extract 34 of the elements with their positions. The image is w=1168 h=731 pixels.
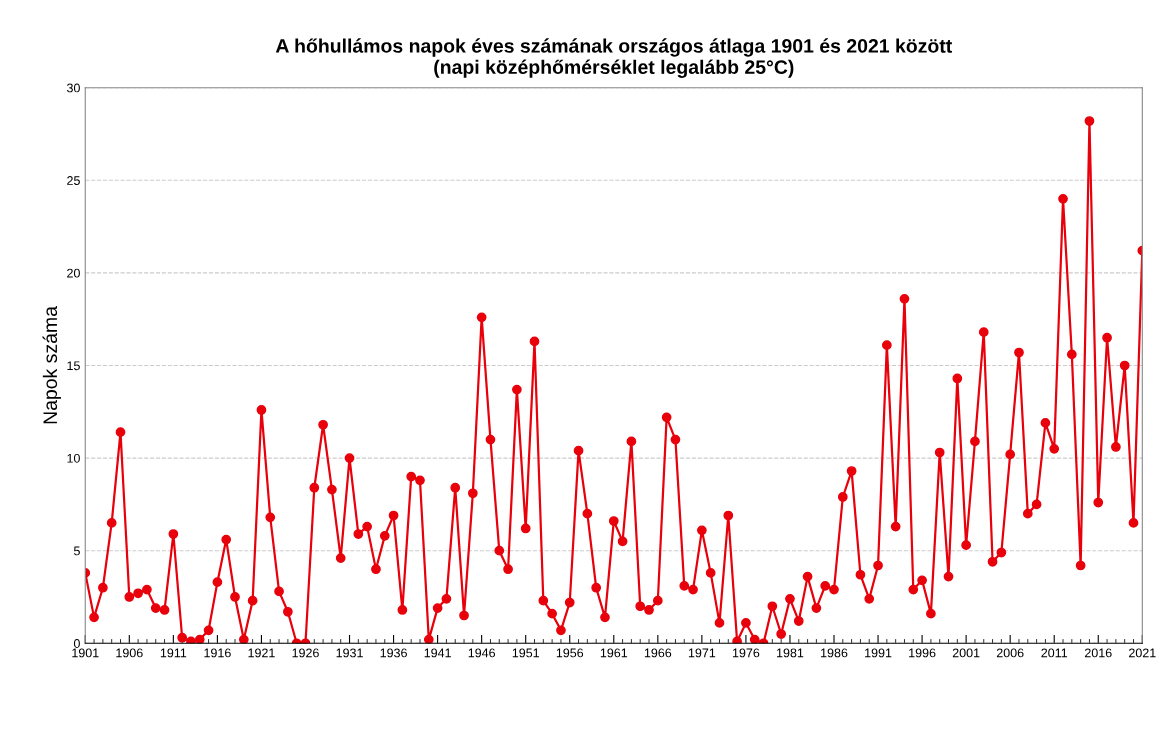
x-tick-label: 2011 (1041, 648, 1068, 658)
x-tick-label: 1951 (512, 648, 539, 658)
y-axis-title: Napok száma (42, 306, 61, 424)
x-tick-label: 1986 (821, 648, 848, 658)
x-tick-label: 1981 (777, 648, 804, 658)
y-tick-label: 25 (67, 176, 80, 185)
x-tick-label: 1916 (204, 648, 231, 658)
x-tick-label: 1991 (865, 648, 892, 658)
chart-title: A hőhullámos napok éves számának országos átlaga 1901 és 2021 között (napi középhőmérséklet legalább 25°C) (275, 38, 953, 78)
x-tick-label: 1941 (424, 648, 451, 658)
x-tick-label: 1901 (72, 648, 99, 658)
x-tick-label: 1961 (600, 648, 628, 658)
x-tick-label: 1976 (732, 648, 760, 658)
x-tick-label: 1931 (336, 648, 363, 658)
y-tick-label: 0 (73, 639, 80, 648)
x-tick-label: 1911 (160, 648, 187, 658)
y-tick-label: 10 (67, 453, 80, 463)
x-tick-label: 1971 (688, 648, 716, 658)
x-tick-label: 1906 (116, 648, 143, 658)
x-tick-label: 1936 (380, 648, 407, 658)
x-tick-label: 1956 (556, 648, 584, 658)
y-tick-label: 15 (67, 361, 80, 371)
x-tick-label: 1921 (248, 648, 275, 658)
x-tick-label: 2001 (952, 648, 980, 658)
x-tick-label: 1926 (292, 648, 319, 658)
y-tick-label: 5 (73, 546, 80, 556)
x-tick-label: 2016 (1084, 648, 1112, 658)
x-tick-label: 2006 (996, 648, 1024, 658)
x-tick-label: 1946 (468, 648, 496, 658)
x-tick-label: 1966 (644, 648, 672, 658)
x-tick-label: 2021 (1129, 648, 1156, 658)
x-tick-label: 1996 (909, 648, 936, 658)
y-tick-label: 30 (66, 83, 80, 93)
y-tick-label: 20 (67, 268, 80, 278)
